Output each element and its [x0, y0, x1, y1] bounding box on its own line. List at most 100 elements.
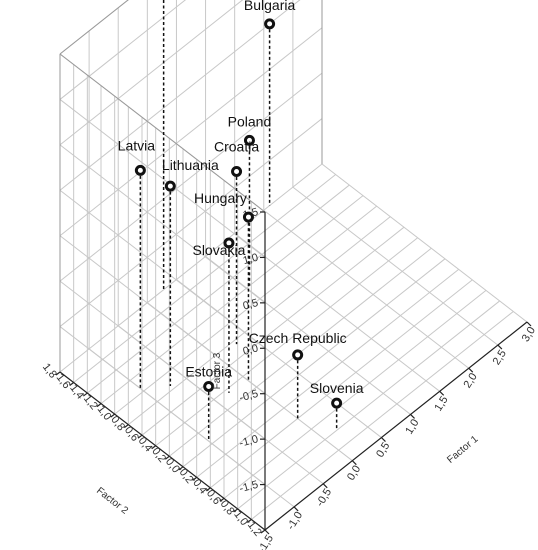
left-wall-grid-line — [59, 99, 266, 258]
y-axis-tick-mark — [233, 508, 239, 513]
x-axis-tick-mark — [468, 367, 474, 373]
floor-grid-line — [141, 226, 405, 436]
left-wall-grid-line — [59, 326, 266, 485]
box-frame-edge — [59, 0, 129, 55]
z-axis-tick-label: 1,0 — [242, 252, 260, 268]
data-point — [164, 180, 176, 192]
left-wall-grid-line — [59, 144, 266, 304]
right-wall-grid-line — [59, 0, 187, 100]
floor-grid-line — [182, 258, 446, 468]
floor-grid-line — [223, 290, 487, 499]
data-point — [331, 397, 343, 409]
x-axis-tick-mark — [497, 344, 503, 350]
x-axis-tick-label: 3,0 — [520, 325, 538, 344]
data-point — [203, 381, 215, 393]
point-label: Latvia — [118, 137, 156, 153]
floor-grid-line — [321, 163, 528, 323]
point-label: Slovakia — [192, 242, 245, 258]
point-label: Slovenia — [310, 380, 364, 396]
floor-grid-line — [237, 300, 500, 510]
data-point — [223, 237, 235, 249]
right-wall-grid-line — [59, 118, 323, 327]
floor-grid-line — [263, 209, 470, 369]
floor-grid-line — [100, 195, 364, 404]
y-axis-tick-mark — [260, 529, 266, 534]
floor-grid-line — [155, 237, 418, 447]
point-label: Lithuania — [162, 157, 219, 173]
right-wall-grid-line — [59, 0, 301, 191]
data-point — [134, 164, 146, 176]
floor-grid-line — [292, 186, 499, 346]
y-axis-tick-mark — [246, 518, 252, 523]
left-wall-grid-line — [59, 189, 266, 349]
data-point — [292, 349, 304, 361]
y-axis-tick-mark — [151, 445, 157, 450]
y-axis-tick-mark — [192, 476, 198, 481]
x-axis-tick-mark — [293, 506, 299, 512]
data-point — [242, 211, 254, 223]
x-axis-tick-mark — [439, 390, 445, 396]
data-points — [134, 18, 343, 409]
y-axis-tick-mark — [55, 371, 61, 376]
y-axis-tick-mark — [164, 455, 170, 460]
x-axis-tick-label: -1,5 — [256, 533, 276, 550]
y-axis-label: Factor 2 — [94, 485, 130, 517]
x-axis-tick-label: 1,5 — [432, 394, 450, 413]
z-axis-tick-label: 0,0 — [242, 342, 260, 358]
x-axis-tick-label: 2,5 — [491, 348, 509, 367]
x-axis-tick-label: 1,0 — [403, 417, 421, 436]
y-axis-tick-mark — [69, 382, 75, 387]
x-axis-tick-mark — [526, 321, 532, 327]
x-axis-tick-label: -0,5 — [314, 487, 334, 509]
x-axis-tick-mark — [322, 483, 328, 489]
right-wall-grid-line — [59, 72, 323, 282]
right-wall-grid-line — [59, 27, 323, 237]
point-labels: RomaniaLatviaLithuaniaCroatiaHungarySlov… — [118, 0, 364, 396]
y-axis-tick-mark — [178, 466, 184, 471]
x-axis-tick-label: 2,0 — [462, 371, 480, 390]
y-axis-tick-mark — [219, 497, 225, 502]
box-frame-edge — [59, 53, 266, 213]
x-axis-tick-label: 0,0 — [345, 463, 363, 482]
y-axis-tick-mark — [123, 424, 129, 429]
point-label: Czech Republic — [249, 330, 347, 346]
floor-grid-line — [59, 163, 323, 373]
x-axis-tick-mark — [351, 460, 357, 466]
floor-grid-line — [114, 205, 377, 415]
z-axis-label: Factor 3 — [212, 352, 223, 389]
right-wall-grid-line — [59, 0, 244, 146]
y-axis-tick-mark — [82, 392, 88, 397]
y-axis-tick-mark — [205, 487, 211, 492]
grid-layer — [59, 0, 528, 531]
left-wall-grid-line — [59, 235, 266, 395]
y-axis-tick-mark — [110, 413, 116, 418]
floor-grid-line — [251, 311, 514, 520]
y-axis-line — [59, 371, 266, 531]
point-label: Hungary — [194, 190, 247, 206]
z-axis-tick-label: -0,5 — [238, 388, 259, 405]
x-axis-label: Factor 1 — [445, 433, 481, 465]
left-wall-grid-line — [59, 280, 266, 440]
z-axis-tick-label: -1,0 — [238, 433, 259, 450]
data-point — [243, 134, 255, 146]
z-axis-tick-label: 0,5 — [242, 297, 260, 313]
data-point — [264, 18, 276, 30]
point-label: Bulgaria — [244, 0, 296, 13]
floor-grid-line — [87, 184, 350, 394]
x-axis-tick-mark — [264, 529, 270, 535]
axis-layer — [55, 211, 532, 535]
floor-grid-line — [210, 279, 473, 489]
floor-grid-line — [73, 174, 336, 383]
floor-grid-line — [234, 232, 440, 392]
point-label: Estonia — [185, 364, 232, 380]
data-point — [231, 165, 243, 177]
point-label: Poland — [228, 113, 272, 129]
x-axis-tick-mark — [381, 437, 386, 442]
point-label: Croatia — [214, 138, 259, 154]
x-axis-line — [264, 321, 528, 531]
z-axis-tick-label: -1,5 — [238, 479, 259, 496]
x-axis-tick-label: 0,5 — [374, 440, 392, 459]
y-axis-tick-mark — [137, 434, 143, 439]
y-axis-tick-mark — [96, 403, 102, 408]
